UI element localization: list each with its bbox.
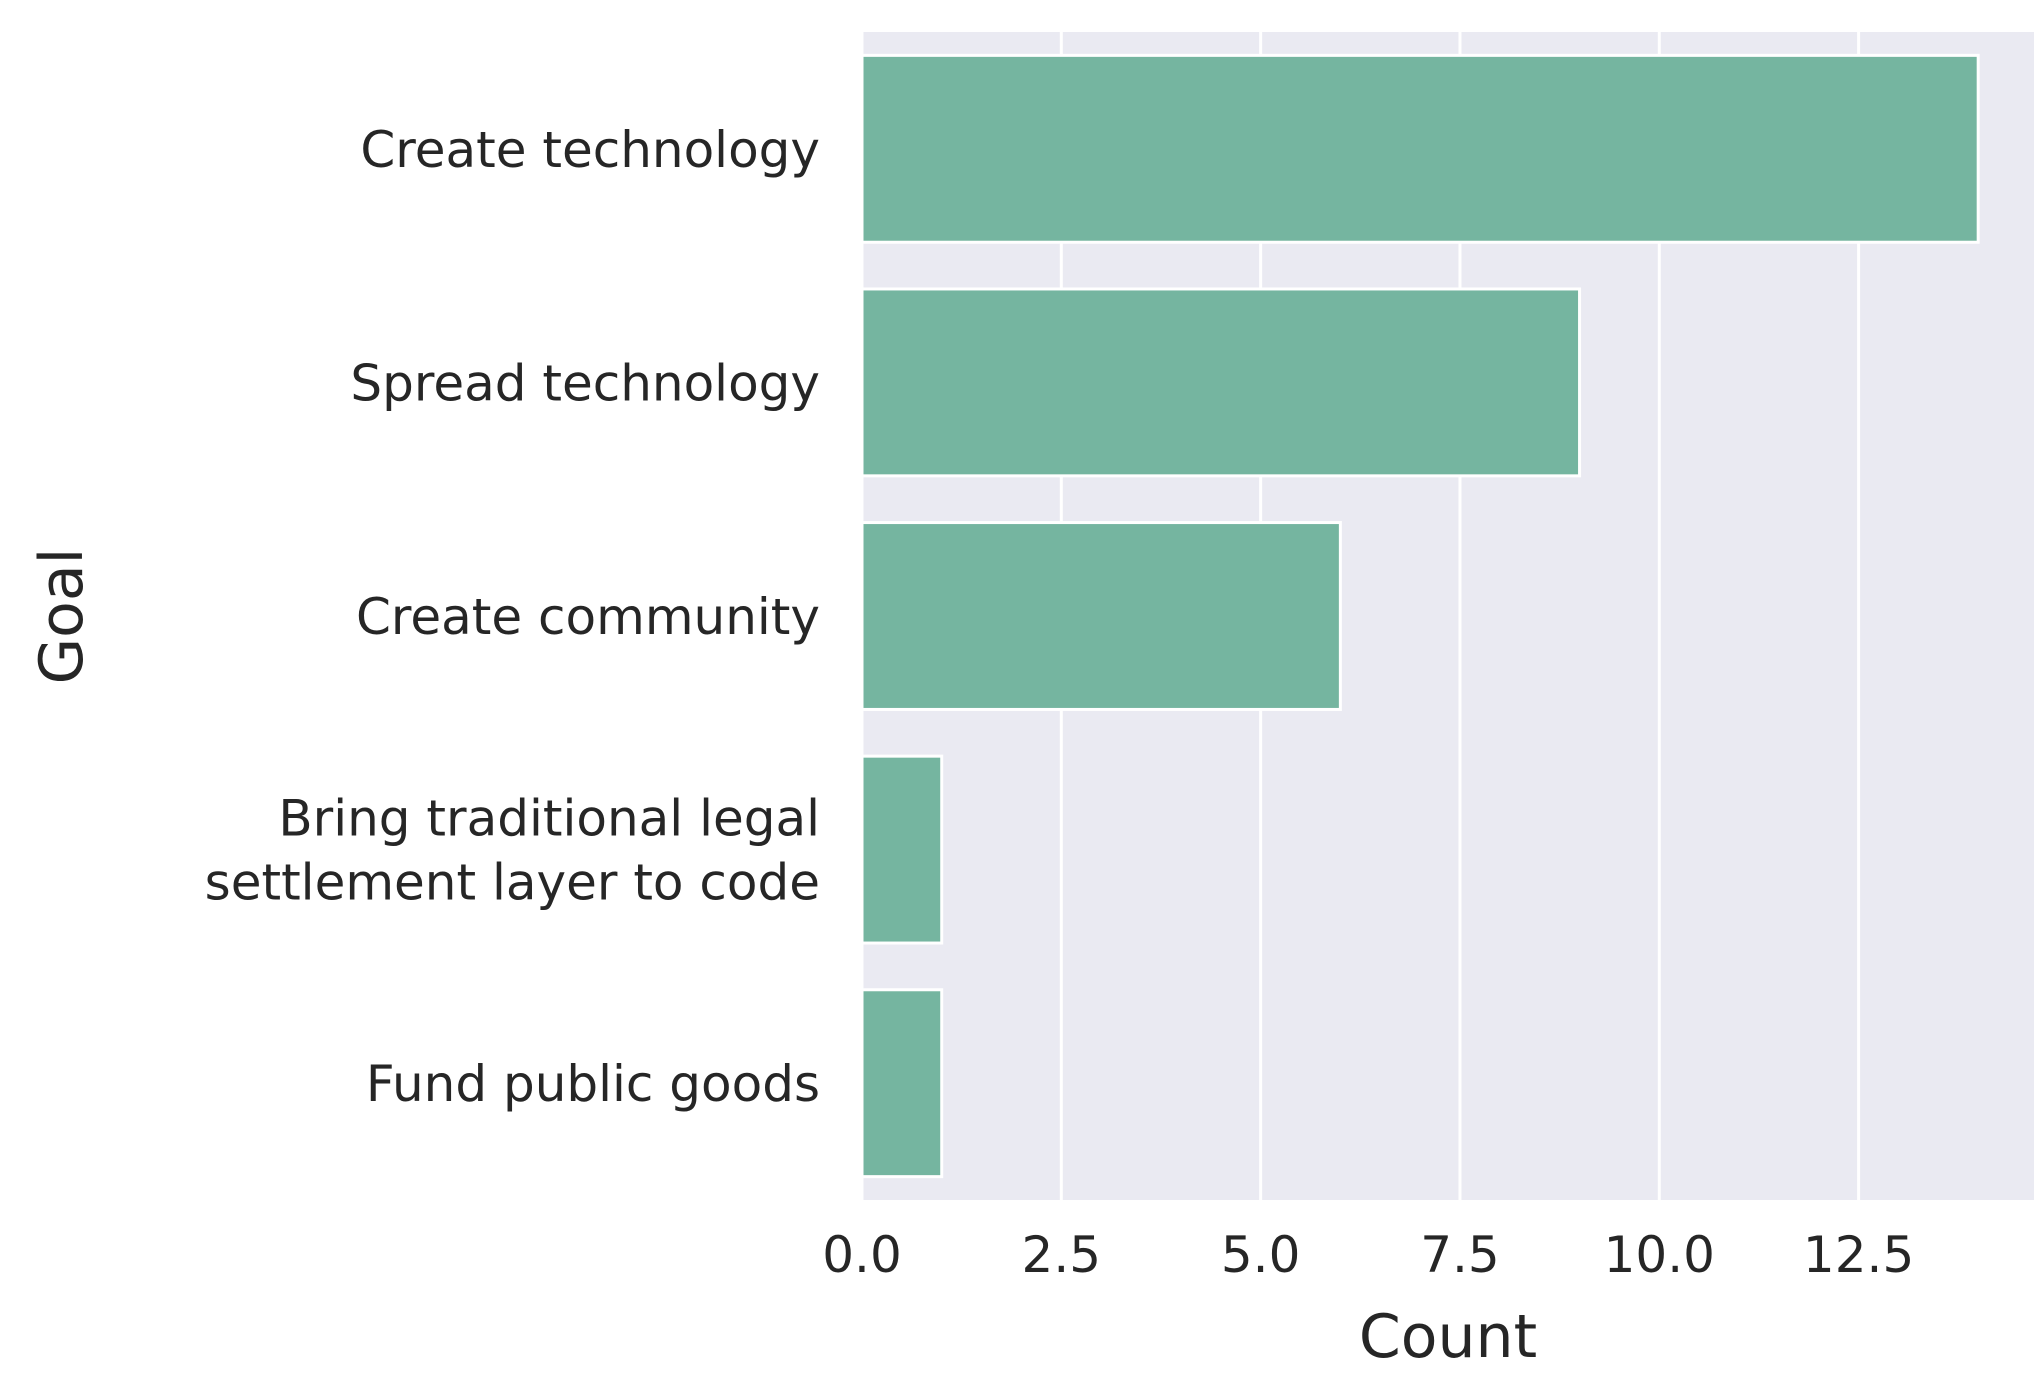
- x-tick-label: 0.0: [822, 1226, 902, 1284]
- bars: [860, 53, 1980, 1179]
- y-tick-label: Create technology: [360, 121, 820, 179]
- bar: [860, 287, 1582, 478]
- y-tick-label: Create community: [356, 588, 820, 646]
- y-axis-label: Goal: [27, 548, 97, 685]
- y-tick-label: Fund public goods: [366, 1055, 820, 1113]
- y-tick-labels: Create technology Spread technology Create…: [205, 121, 820, 1113]
- x-tick-label: 2.5: [1022, 1226, 1102, 1284]
- x-tick-label: 12.5: [1803, 1226, 1914, 1284]
- x-tick-label: 10.0: [1604, 1226, 1715, 1284]
- bar: [860, 53, 1980, 244]
- y-tick-label: settlement layer to code: [205, 854, 820, 912]
- bar: [860, 754, 944, 945]
- bar: [860, 521, 1342, 711]
- x-tick-labels: 0.0 2.5 5.0 7.5 10.0 12.5: [822, 1226, 1914, 1284]
- y-tick-label: Bring traditional legal: [278, 790, 820, 848]
- x-axis-label: Count: [1359, 1302, 1537, 1372]
- y-tick-label: Spread technology: [350, 354, 820, 412]
- x-tick-label: 7.5: [1420, 1226, 1500, 1284]
- bar: [860, 988, 944, 1179]
- x-tick-label: 5.0: [1221, 1226, 1301, 1284]
